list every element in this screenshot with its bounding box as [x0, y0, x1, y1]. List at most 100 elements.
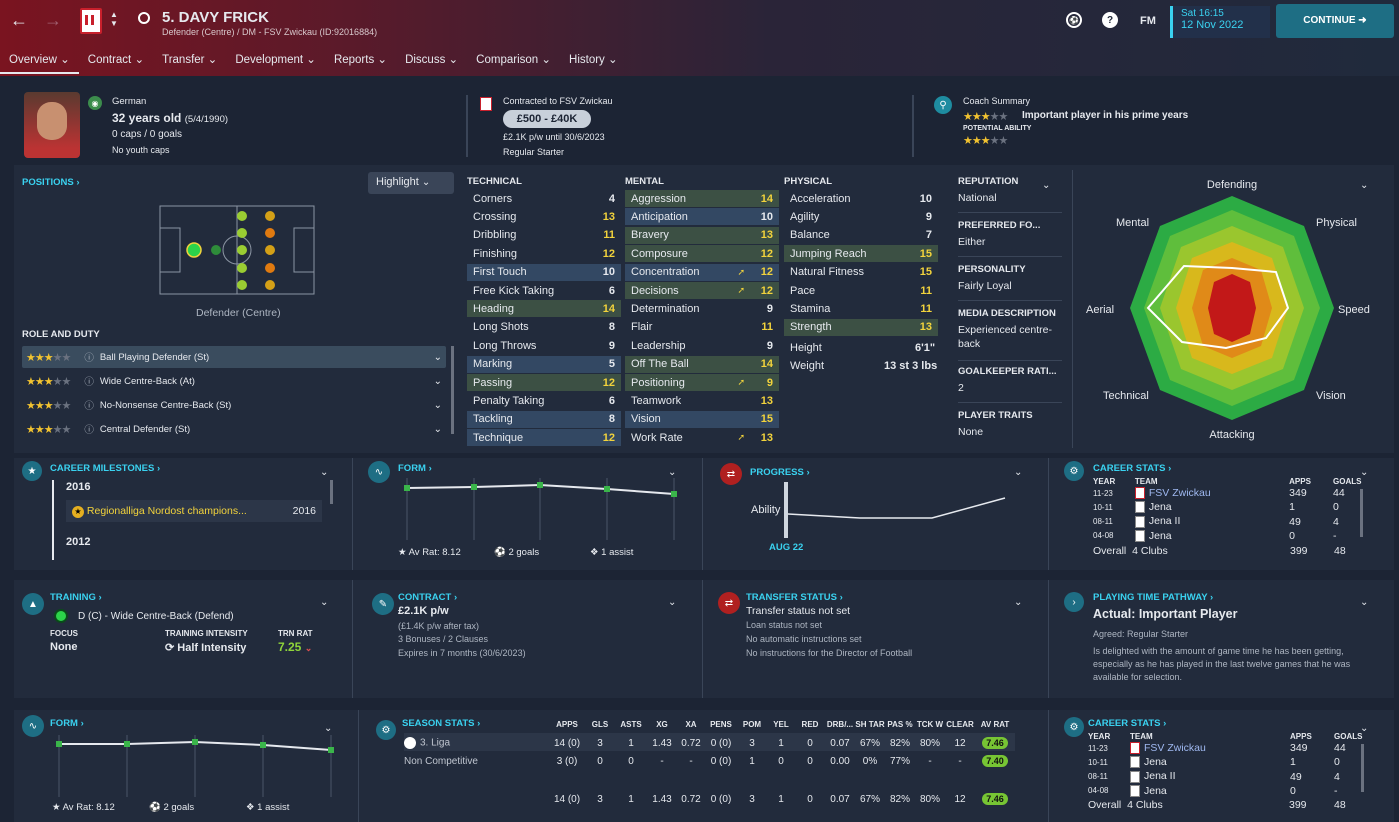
attr-tackling[interactable]: Tackling 8 [467, 410, 621, 428]
chevron-down-icon[interactable]: ⌄ [1360, 597, 1369, 608]
attr-teamwork[interactable]: Teamwork 13 [625, 392, 779, 409]
chevron-down-icon[interactable]: ⌄ [1360, 467, 1369, 478]
scrollbar[interactable] [1361, 744, 1364, 792]
attr-first-touch[interactable]: First Touch 10 [467, 263, 621, 281]
season-stats-title[interactable]: SEASON STATS › [402, 718, 481, 729]
attr-acceleration[interactable]: Acceleration 10 [784, 190, 938, 207]
chevron-down-icon[interactable]: ⌄ [1042, 180, 1051, 191]
table-row[interactable]: 08-11 Jena II 49 4 [1093, 514, 1363, 528]
scrollbar[interactable] [330, 480, 333, 504]
chevron-down-icon[interactable]: ⌄ [324, 723, 333, 734]
attr-crossing[interactable]: Crossing 13 [467, 208, 621, 225]
chevron-down-icon[interactable]: ⌄ [320, 597, 329, 608]
table-row[interactable]: 08-11 Jena II 49 4 [1088, 769, 1364, 783]
attr-decisions[interactable]: Decisions ➚ 12 [625, 282, 779, 299]
contract-title[interactable]: CONTRACT › [398, 592, 458, 603]
role-item[interactable]: ★★★★★ ⓘ Wide Centre-Back (At) ⌄ [22, 370, 446, 392]
attr-penalty-taking[interactable]: Penalty Taking 6 [467, 392, 621, 409]
milestone-item[interactable]: ★ Regionalliga Nordost champions... 2016 [66, 500, 322, 522]
role-item[interactable]: ★★★★★ ⓘ Central Defender (St) ⌄ [22, 418, 446, 440]
attr-free-kick-taking[interactable]: Free Kick Taking 6 [467, 282, 621, 299]
chevron-down-icon[interactable]: ⌄ [320, 467, 329, 478]
chevron-down-icon[interactable]: ⌄ [433, 399, 442, 411]
attr-work-rate[interactable]: Work Rate ➚ 13 [625, 429, 779, 446]
menu-reports[interactable]: Reports ⌄ [333, 54, 388, 66]
attr-natural-fitness[interactable]: Natural Fitness 15 [784, 264, 938, 281]
scrollbar[interactable] [1360, 489, 1363, 537]
chevron-down-icon[interactable]: ⌄ [433, 351, 442, 363]
menu-history[interactable]: History ⌄ [569, 54, 618, 66]
attr-agility[interactable]: Agility 9 [784, 208, 938, 225]
back-arrow-icon[interactable]: ← [10, 10, 28, 30]
football-icon[interactable]: ⚽ [1066, 12, 1082, 28]
chevron-down-icon[interactable]: ⌄ [668, 597, 677, 608]
table-row[interactable]: 3. Liga 14 (0) 3 1 1.43 0.72 0 (0) 3 1 0 0.07 67% 82… [404, 733, 1015, 751]
training-title[interactable]: TRAINING › [50, 592, 102, 603]
attr-strength[interactable]: Strength 13 [784, 318, 938, 336]
chevron-down-icon[interactable]: ⌄ [433, 423, 442, 435]
role-item[interactable]: ★★★★★ ⓘ No-Nonsense Centre-Back (St) ⌄ [22, 394, 446, 416]
attr-corners[interactable]: Corners 4 [467, 190, 621, 207]
table-row[interactable]: 11-23 FSV Zwickau 349 44 [1093, 486, 1363, 500]
menu-development[interactable]: Development ⌄ [235, 54, 316, 66]
menu-comparison[interactable]: Comparison ⌄ [476, 54, 552, 66]
attr-composure[interactable]: Composure 12 [625, 245, 779, 263]
intensity-value[interactable]: ⟳ Half Intensity [165, 642, 247, 654]
attr-dribbling[interactable]: Dribbling 11 [467, 227, 621, 244]
attr-aggression[interactable]: Aggression 14 [625, 190, 779, 207]
fm-menu-button[interactable]: FM [1140, 15, 1156, 27]
table-row[interactable]: 10-11 Jena 1 0 [1093, 500, 1363, 514]
pathway-title[interactable]: PLAYING TIME PATHWAY › [1093, 592, 1214, 603]
attr-marking[interactable]: Marking 5 [467, 355, 621, 373]
attr-off-the-ball[interactable]: Off The Ball 14 [625, 355, 779, 373]
attr-vision[interactable]: Vision 15 [625, 410, 779, 428]
career2-title[interactable]: CAREER STATS › [1088, 718, 1167, 729]
switch-player-icon[interactable]: ▲ ▼ [110, 10, 118, 28]
transfer-title[interactable]: TRANSFER STATUS › [746, 592, 843, 603]
chevron-down-icon[interactable]: ⌄ [433, 375, 442, 387]
attr-concentration[interactable]: Concentration ➚ 12 [625, 263, 779, 281]
chevron-down-icon[interactable]: ⌄ [1360, 723, 1369, 734]
attr-passing[interactable]: Passing 12 [467, 374, 621, 391]
attr-flair[interactable]: Flair 11 [625, 319, 779, 336]
highlight-dropdown[interactable]: Highlight ⌄ [368, 172, 454, 194]
chevron-down-icon[interactable]: ⌄ [1014, 467, 1023, 478]
attr-anticipation[interactable]: Anticipation 10 [625, 208, 779, 226]
attr-stamina[interactable]: Stamina 11 [784, 300, 938, 317]
role-item[interactable]: ★★★★★ ⓘ Ball Playing Defender (St) ⌄ [22, 346, 446, 368]
career-stats-title[interactable]: CAREER STATS › [1093, 463, 1172, 474]
attr-pace[interactable]: Pace 11 [784, 282, 938, 299]
chevron-down-icon[interactable]: ⌄ [1014, 597, 1023, 608]
attr-bravery[interactable]: Bravery 13 [625, 226, 779, 244]
chevron-down-icon[interactable]: ⌄ [668, 467, 677, 478]
attr-technique[interactable]: Technique 12 [467, 429, 621, 447]
search-icon[interactable] [138, 12, 150, 24]
continue-button[interactable]: CONTINUE ➜ [1276, 4, 1394, 38]
attr-balance[interactable]: Balance 7 [784, 227, 938, 244]
scrollbar[interactable] [451, 346, 454, 434]
table-row[interactable]: 04-08 Jena 0 - [1088, 784, 1364, 798]
table-row[interactable]: Non Competitive 3 (0) 0 0 - - 0 (0) 1 0 0 0.00 0% 77… [404, 751, 1015, 769]
attr-positioning[interactable]: Positioning ➚ 9 [625, 374, 779, 391]
menu-transfer[interactable]: Transfer ⌄ [162, 54, 218, 66]
table-row[interactable]: 14 (0) 3 1 1.43 0.72 0 (0) 3 1 0 0.07 67% 82% 80% 12 7… [404, 769, 1015, 807]
attr-leadership[interactable]: Leadership 9 [625, 337, 779, 354]
menu-discuss[interactable]: Discuss ⌄ [405, 54, 459, 66]
club-badge-icon[interactable] [80, 8, 102, 34]
form2-title[interactable]: FORM › [50, 718, 84, 729]
attr-finishing[interactable]: Finishing 12 [467, 245, 621, 262]
menu-contract[interactable]: Contract ⌄ [87, 54, 145, 66]
attr-long-shots[interactable]: Long Shots 8 [467, 319, 621, 336]
milestones-title[interactable]: CAREER MILESTONES › [50, 463, 161, 474]
progress-title[interactable]: PROGRESS › [750, 467, 810, 478]
radar-chevron-icon[interactable]: ⌄ [1360, 180, 1369, 191]
attr-jumping-reach[interactable]: Jumping Reach 15 [784, 245, 938, 263]
positions-title[interactable]: POSITIONS › [22, 177, 80, 188]
table-row[interactable]: 04-08 Jena 0 - [1093, 529, 1363, 543]
attr-long-throws[interactable]: Long Throws 9 [467, 337, 621, 354]
menu-overview[interactable]: Overview ⌄ [0, 48, 79, 74]
forward-arrow-icon[interactable]: → [44, 10, 62, 30]
table-row[interactable]: 10-11 Jena 1 0 [1088, 755, 1364, 769]
attr-heading[interactable]: Heading 14 [467, 300, 621, 318]
table-row[interactable]: 11-23 FSV Zwickau 349 44 [1088, 741, 1364, 755]
